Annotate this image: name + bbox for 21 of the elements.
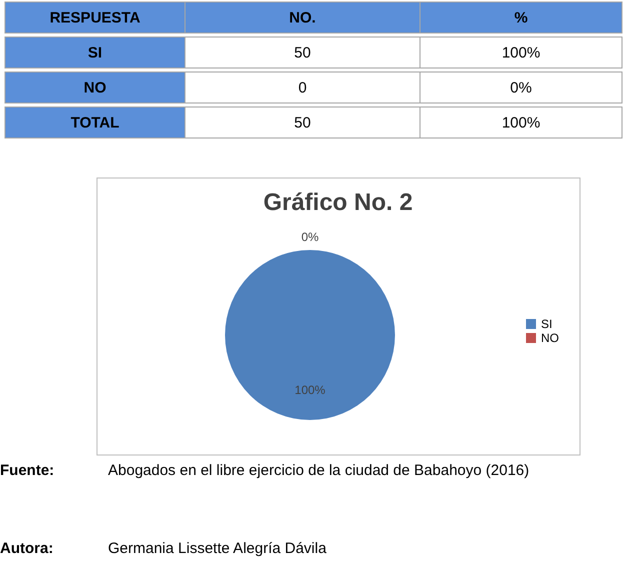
text: 100% [502, 44, 540, 62]
legend-label: SI [541, 317, 552, 331]
text: Abogados en el libre ejercicio de la ciudad de Babahoyo (2016) [108, 462, 530, 479]
text: NO. [289, 10, 316, 26]
legend-label: NO [541, 331, 559, 345]
text: 0% [510, 80, 532, 96]
text: TOTAL [70, 114, 120, 132]
text: 50 [294, 114, 311, 132]
chart-title: Gráfico No. 2 [263, 189, 413, 216]
text: RESPUESTA [50, 10, 140, 26]
text: 0% [301, 230, 319, 244]
text: % [514, 10, 528, 26]
text: SI [88, 44, 102, 62]
data-label: 100% [294, 383, 326, 397]
text: 100% [502, 114, 540, 132]
text: NO [84, 80, 107, 96]
text: Germania Lissette Alegría Dávila [108, 540, 328, 557]
text: 50 [294, 44, 311, 62]
text: 0 [298, 80, 307, 96]
source-note: Fuente: [0, 462, 54, 479]
text: Autora: [0, 540, 54, 557]
